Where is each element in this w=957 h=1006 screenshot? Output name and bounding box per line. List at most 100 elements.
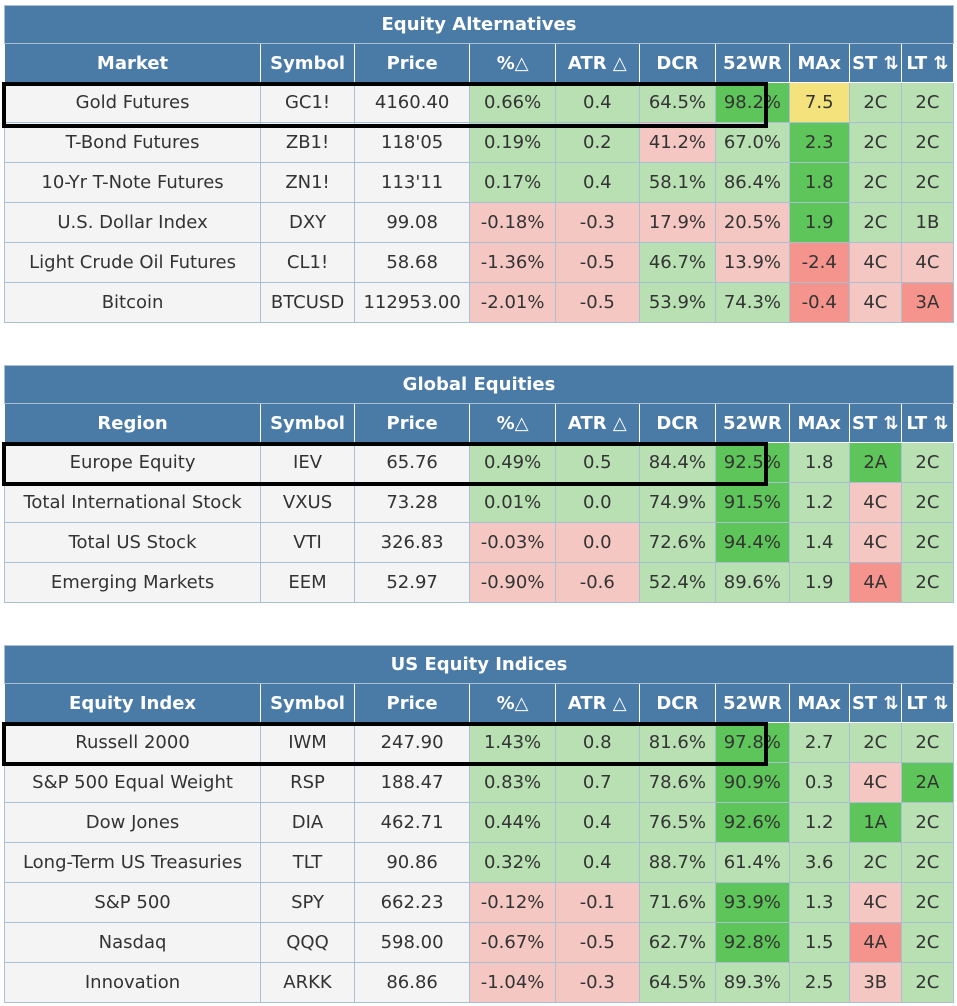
cell-range-52w: 89.3% (715, 962, 790, 1003)
cell-st: 3B (848, 962, 902, 1003)
column-header-dcr[interactable]: DCR (638, 403, 717, 443)
cell-price: 4160.40 (353, 82, 471, 123)
cell-name: T-Bond Futures (3, 122, 262, 163)
table-row[interactable]: Long-Term US Treasuries TLT 90.86 0.32% 0.4 8… (3, 842, 955, 883)
table-row[interactable]: Russell 2000 IWM 247.90 1.43% 0.8 81.6% 97.8% 2… (3, 722, 955, 763)
cell-name: U.S. Dollar Index (3, 202, 262, 243)
cell-max: 1.9 (788, 562, 850, 603)
column-header-name[interactable]: Region (3, 403, 262, 443)
cell-st: 4C (848, 482, 902, 523)
column-header-pct-change[interactable]: %△ (469, 683, 556, 723)
table-row[interactable]: Total International Stock VXUS 73.28 0.01% 0… (3, 482, 955, 523)
column-header-lt[interactable]: LT ⇅ (900, 43, 955, 83)
cell-max: 1.8 (788, 162, 850, 203)
cell-price: 326.83 (353, 522, 471, 563)
column-header-range-52w[interactable]: 52WR (715, 43, 790, 83)
table-row[interactable]: Emerging Markets EEM 52.97 -0.90% -0.6 52.4% 8… (3, 562, 955, 603)
table-row[interactable]: Nasdaq QQQ 598.00 -0.67% -0.5 62.7% 92.8% 1.5 4A… (3, 922, 955, 963)
cell-st: 4C (848, 762, 902, 803)
column-header-atr[interactable]: ATR △ (554, 403, 640, 443)
cell-price: 99.08 (353, 202, 471, 243)
cell-range-52w: 94.4% (715, 522, 790, 563)
cell-atr: -0.3 (554, 202, 640, 243)
cell-pct-change: 0.01% (469, 482, 556, 523)
cell-price: 90.86 (353, 842, 471, 883)
column-header-max[interactable]: MAx (788, 683, 850, 723)
column-header-lt[interactable]: LT ⇅ (900, 403, 955, 443)
cell-name: Total International Stock (3, 482, 262, 523)
cell-lt: 1B (900, 202, 955, 243)
column-header-dcr[interactable]: DCR (638, 43, 717, 83)
column-header-range-52w[interactable]: 52WR (715, 403, 790, 443)
cell-price: 112953.00 (353, 282, 471, 323)
cell-range-52w: 93.9% (715, 882, 790, 923)
column-header-lt[interactable]: LT ⇅ (900, 683, 955, 723)
cell-range-52w: 67.0% (715, 122, 790, 163)
table-row[interactable]: Dow Jones DIA 462.71 0.44% 0.4 76.5% 92.6% 1.2 1… (3, 802, 955, 843)
cell-pct-change: -0.67% (469, 922, 556, 963)
cell-symbol: BTCUSD (260, 282, 355, 323)
cell-max: 1.2 (788, 482, 850, 523)
column-header-st[interactable]: ST ⇅ (848, 683, 902, 723)
column-header-price[interactable]: Price (353, 403, 471, 443)
column-header-atr[interactable]: ATR △ (554, 43, 640, 83)
cell-pct-change: 0.19% (469, 122, 556, 163)
cell-atr: 0.4 (554, 162, 640, 203)
cell-price: 598.00 (353, 922, 471, 963)
table-row[interactable]: U.S. Dollar Index DXY 99.08 -0.18% -0.3 17.9%… (3, 202, 955, 243)
column-header-st[interactable]: ST ⇅ (848, 403, 902, 443)
cell-atr: -0.3 (554, 962, 640, 1003)
cell-dcr: 78.6% (638, 762, 717, 803)
cell-atr: -0.5 (554, 242, 640, 283)
table-row[interactable]: 10-Yr T-Note Futures ZN1! 113'11 0.17% 0.4 58… (3, 162, 955, 203)
column-header-pct-change[interactable]: %△ (469, 43, 556, 83)
column-header-price[interactable]: Price (353, 683, 471, 723)
column-header-symbol[interactable]: Symbol (260, 43, 355, 83)
column-header-pct-change[interactable]: %△ (469, 403, 556, 443)
cell-atr: 0.0 (554, 522, 640, 563)
table-row[interactable]: Bitcoin BTCUSD 112953.00 -2.01% -0.5 53.9% 74.… (3, 282, 955, 323)
column-header-range-52w[interactable]: 52WR (715, 683, 790, 723)
column-header-price[interactable]: Price (353, 43, 471, 83)
table-row[interactable]: Innovation ARKK 86.86 -1.04% -0.3 64.5% 89.3% 2… (3, 962, 955, 1003)
cell-pct-change: -0.12% (469, 882, 556, 923)
cell-name: Bitcoin (3, 282, 262, 323)
cell-name: Emerging Markets (3, 562, 262, 603)
column-header-max[interactable]: MAx (788, 43, 850, 83)
column-header-dcr[interactable]: DCR (638, 683, 717, 723)
column-header-symbol[interactable]: Symbol (260, 683, 355, 723)
column-header-name[interactable]: Equity Index (3, 683, 262, 723)
cell-dcr: 17.9% (638, 202, 717, 243)
table-row[interactable]: T-Bond Futures ZB1! 118'05 0.19% 0.2 41.2% 67.… (3, 122, 955, 163)
cell-st: 4C (848, 282, 902, 323)
cell-lt: 2C (900, 162, 955, 203)
table-row[interactable]: Light Crude Oil Futures CL1! 58.68 -1.36% -0… (3, 242, 955, 283)
cell-atr: 0.4 (554, 82, 640, 123)
table-row[interactable]: Europe Equity IEV 65.76 0.49% 0.5 84.4% 92.5% 1… (3, 442, 955, 483)
cell-atr: -0.1 (554, 882, 640, 923)
cell-range-52w: 61.4% (715, 842, 790, 883)
column-header-symbol[interactable]: Symbol (260, 403, 355, 443)
cell-max: 2.7 (788, 722, 850, 763)
column-header-max[interactable]: MAx (788, 403, 850, 443)
cell-dcr: 62.7% (638, 922, 717, 963)
table-row[interactable]: Gold Futures GC1! 4160.40 0.66% 0.4 64.5% 98.2… (3, 82, 955, 123)
column-header-st[interactable]: ST ⇅ (848, 43, 902, 83)
cell-st: 4C (848, 522, 902, 563)
table-row[interactable]: S&P 500 SPY 662.23 -0.12% -0.1 71.6% 93.9% 1.3 4… (3, 882, 955, 923)
cell-lt: 2C (900, 882, 955, 923)
cell-range-52w: 97.8% (715, 722, 790, 763)
cell-st: 2C (848, 122, 902, 163)
cell-pct-change: -0.03% (469, 522, 556, 563)
cell-st: 2A (848, 442, 902, 483)
cell-atr: 0.7 (554, 762, 640, 803)
cell-lt: 4C (900, 242, 955, 283)
cell-dcr: 64.5% (638, 82, 717, 123)
table-row[interactable]: S&P 500 Equal Weight RSP 188.47 0.83% 0.7 78.… (3, 762, 955, 803)
table-row[interactable]: Total US Stock VTI 326.83 -0.03% 0.0 72.6% 94.… (3, 522, 955, 563)
cell-name: Russell 2000 (3, 722, 262, 763)
column-header-name[interactable]: Market (3, 43, 262, 83)
cell-price: 73.28 (353, 482, 471, 523)
column-header-atr[interactable]: ATR △ (554, 683, 640, 723)
section-table: Global Equities Region Symbol Price %△ ATR △ D… (3, 365, 955, 603)
